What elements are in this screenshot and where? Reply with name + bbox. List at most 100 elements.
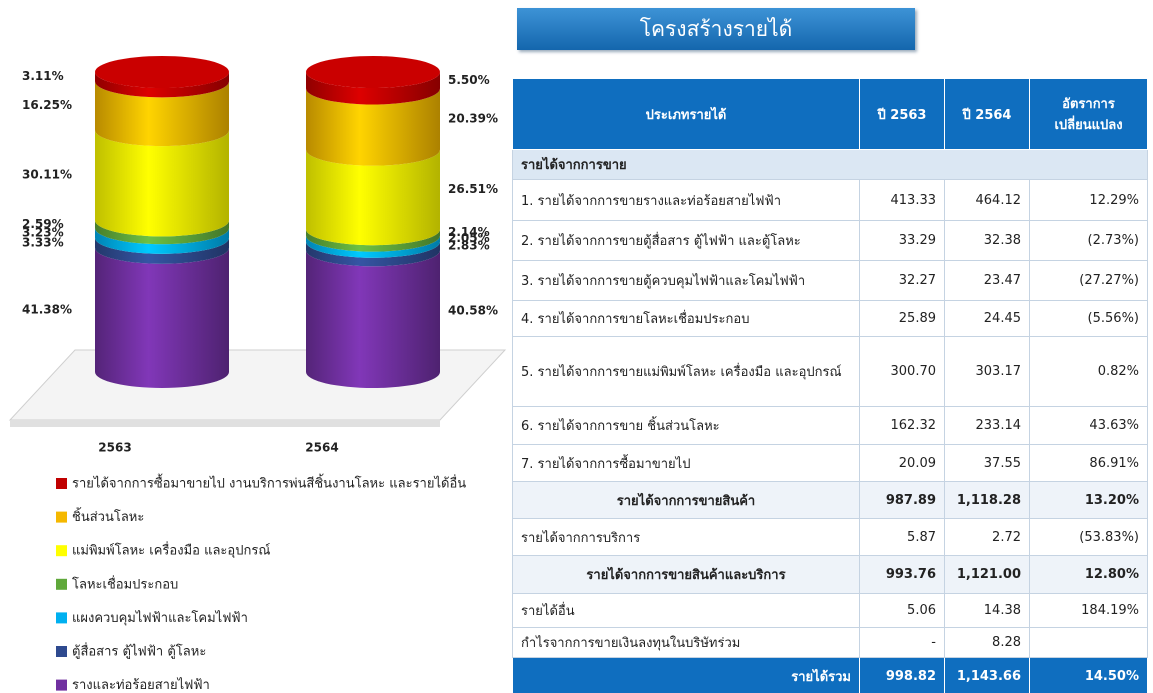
table-cell: 1,143.66 [944, 657, 1030, 693]
table-cell: 20.09 [859, 444, 945, 482]
cylinder-segment [95, 228, 229, 254]
table-cell: 86.91% [1029, 444, 1148, 482]
table-row: 4. รายได้จากการขายโลหะเชื่อมประกอบ 25.89 2… [512, 300, 1148, 337]
legend-label: โลหะเชื่อมประกอบ [72, 575, 178, 592]
table-cell: 162.32 [859, 406, 945, 445]
table-cell: 14.38 [944, 593, 1030, 628]
cylinder-segment [95, 247, 229, 388]
table-cell: 2.72 [944, 518, 1030, 556]
table-cell: รายได้จากการขายสินค้า [512, 481, 860, 519]
value-label: 40.58% [448, 304, 498, 318]
table-title: โครงสร้างรายได้ [517, 8, 915, 50]
table-cell: 33.29 [859, 220, 945, 261]
table-cell: 6. รายได้จากการขาย ชิ้นส่วนโลหะ [512, 406, 860, 445]
table-cell: 5. รายได้จากการขายแม่พิมพ์โลหะ เครื่องมื… [512, 336, 860, 407]
table-cell: 1,121.00 [944, 555, 1030, 594]
table-cell: (53.83%) [1029, 518, 1148, 556]
table-cell: 12.29% [1029, 179, 1148, 221]
value-label: 2.59% [22, 217, 64, 231]
table-cell: 14.50% [1029, 657, 1148, 693]
table-row: 2. รายได้จากการขายตู้สื่อสาร ตู้ไฟฟ้า แล… [512, 220, 1148, 261]
legend-swatch [56, 679, 67, 691]
table-cell: 7. รายได้จากการซื้อมาขายไป [512, 444, 860, 482]
value-label: 41.38% [22, 302, 72, 316]
table-row: รายได้จากการขายสินค้าและบริการ 993.76 1,12… [512, 555, 1148, 594]
table-cell: รายได้รวม [512, 657, 860, 693]
table-cell: รายได้จากการขายสินค้าและบริการ [512, 555, 860, 594]
table-cell: 1. รายได้จากการขายรางและท่อร้อยสายไฟฟ้า [512, 179, 860, 221]
table-cell: 24.45 [944, 300, 1030, 337]
legend-swatch [56, 646, 67, 657]
table-cell: 233.14 [944, 406, 1030, 445]
table-row: 1. รายได้จากการขายรางและท่อร้อยสายไฟฟ้า 4… [512, 179, 1148, 221]
legend-swatch [56, 511, 67, 523]
cylinder-segment [306, 149, 440, 246]
value-label: 20.39% [448, 112, 498, 126]
table-row: รายได้จากการขาย [512, 149, 1148, 180]
table-cell: 13.20% [1029, 481, 1148, 519]
chart: 41.38% 3.33%3.23%2.59% 30.11% 16.25% 3.11% 25… [8, 56, 507, 693]
table-cell: 184.19% [1029, 593, 1148, 628]
header-cell: ประเภทรายได้ [512, 78, 860, 150]
table-row: รายได้จากการบริการ 5.87 2.72 (53.83%) [512, 518, 1148, 556]
table-cell [1029, 627, 1148, 658]
header-cell: ปี 2563 [859, 78, 945, 150]
value-label: 2.05% [448, 231, 490, 245]
table-cell: รายได้จากการขาย [512, 149, 1148, 180]
value-label: 26.51% [448, 182, 498, 196]
table-cell: 12.80% [1029, 555, 1148, 594]
table-row: กำไรจากการขายเงินลงทุนในบริษัทร่วม -8.28 [512, 627, 1148, 658]
table-cell: (5.56%) [1029, 300, 1148, 337]
header-row: ประเภทรายได้ ปี 2563 ปี 2564 อัตราการเปล… [512, 78, 1148, 150]
table-cell: (2.73%) [1029, 220, 1148, 261]
table-cell: กำไรจากการขายเงินลงทุนในบริษัทร่วม [512, 627, 860, 658]
table-cell: 987.89 [859, 481, 945, 519]
table-cell: 303.17 [944, 336, 1030, 407]
legend-label: รางและท่อร้อยสายไฟฟ้า [72, 677, 210, 693]
cylinder-segment [95, 237, 229, 264]
cylinder-segment [306, 241, 440, 267]
cylinder-segment [95, 220, 229, 245]
table-cell: 5.87 [859, 518, 945, 556]
legend-swatch [56, 478, 67, 489]
table-cell: 2. รายได้จากการขายตู้สื่อสาร ตู้ไฟฟ้า แล… [512, 220, 860, 261]
table-cell: รายได้อื่น [512, 593, 860, 628]
value-label: 16.25% [22, 98, 72, 112]
value-label: 3.23% [22, 226, 64, 240]
table-cell: 4. รายได้จากการขายโลหะเชื่อมประกอบ [512, 300, 860, 337]
cylinder-segment [95, 72, 229, 98]
table-cell: - [859, 627, 945, 658]
cylinder-top [95, 56, 229, 88]
cylinder-top [306, 56, 440, 88]
table-cell: (27.27%) [1029, 260, 1148, 301]
table-cell: 5.06 [859, 593, 945, 628]
table-cell: 32.38 [944, 220, 1030, 261]
cylinder-segment [306, 72, 440, 105]
table-cell: 413.33 [859, 179, 945, 221]
x-tick-label: 2563 [98, 441, 131, 455]
legend-swatch [56, 578, 67, 590]
legend-label: ตู้สื่อสาร ตู้ไฟฟ้า ตู้โลหะ [72, 643, 206, 660]
table-cell: 300.70 [859, 336, 945, 407]
header-cell: ปี 2564 [944, 78, 1030, 150]
table-cell: 998.82 [859, 657, 945, 693]
table-row: 6. รายได้จากการขาย ชิ้นส่วนโลหะ 162.32 233… [512, 406, 1148, 445]
value-label: 2.14% [448, 225, 490, 239]
cylinder-segment [306, 235, 440, 258]
table-cell: 1,118.28 [944, 481, 1030, 519]
legend-label: แม่พิมพ์โลหะ เครื่องมือ และอุปกรณ์ [72, 542, 270, 559]
legend-label: รายได้จากการซื้อมาขายไป งานบริการพ่นสีชิ… [72, 474, 466, 492]
table-row: 5. รายได้จากการขายแม่พิมพ์โลหะ เครื่องมื… [512, 336, 1148, 407]
legend-swatch [56, 545, 67, 557]
table-cell: 464.12 [944, 179, 1030, 221]
value-label: 2.83% [448, 239, 490, 253]
value-label: 5.50% [448, 73, 490, 87]
table-row: รายได้รวม 998.82 1,143.66 14.50% [512, 657, 1148, 693]
chart-floor-edge [10, 420, 440, 427]
header-cell: อัตราการเปลี่ยนแปลง [1029, 78, 1148, 150]
table-cell: รายได้จากการบริการ [512, 518, 860, 556]
table-row: รายได้จากการขายสินค้า 987.89 1,118.28 13.20… [512, 481, 1148, 519]
table-cell: 993.76 [859, 555, 945, 594]
table-cell: 23.47 [944, 260, 1030, 301]
